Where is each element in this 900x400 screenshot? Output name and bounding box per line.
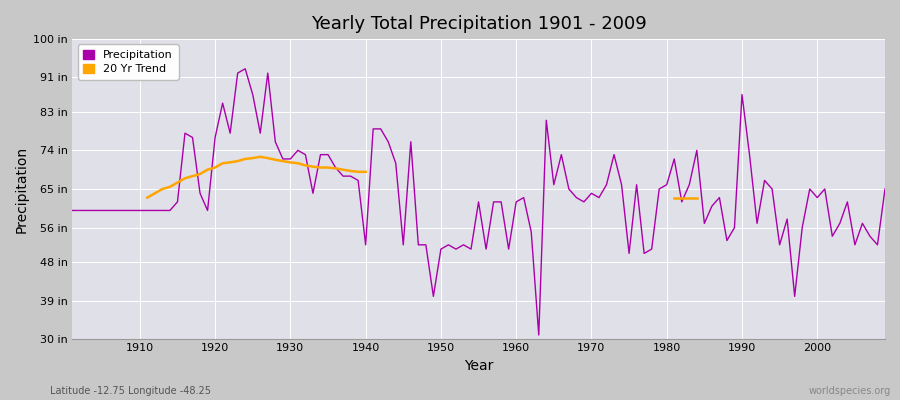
Legend: Precipitation, 20 Yr Trend: Precipitation, 20 Yr Trend bbox=[77, 44, 178, 80]
Text: Latitude -12.75 Longitude -48.25: Latitude -12.75 Longitude -48.25 bbox=[50, 386, 211, 396]
Title: Yearly Total Precipitation 1901 - 2009: Yearly Total Precipitation 1901 - 2009 bbox=[310, 15, 646, 33]
Text: worldspecies.org: worldspecies.org bbox=[809, 386, 891, 396]
Y-axis label: Precipitation: Precipitation bbox=[15, 146, 29, 232]
X-axis label: Year: Year bbox=[464, 359, 493, 373]
